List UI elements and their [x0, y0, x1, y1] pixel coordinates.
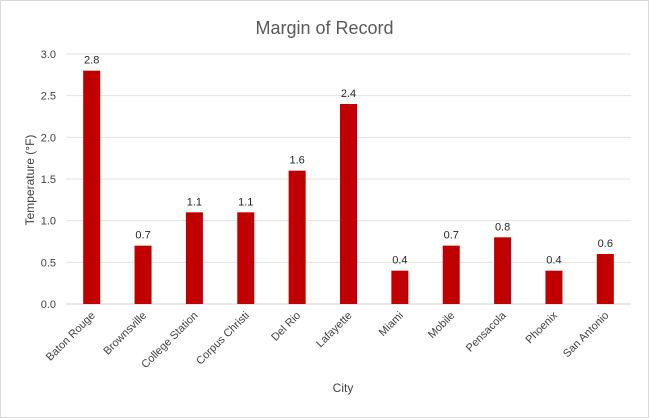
y-tick-label: 0.0: [41, 299, 56, 311]
y-axis-ticks: 0.0 0.5 1.0 1.5 2.0 2.5 3.0: [41, 49, 56, 311]
data-label: 2.8: [84, 55, 99, 67]
data-label: 1.1: [238, 196, 253, 208]
x-tick-label: Lafayette: [314, 310, 354, 350]
x-tick-label: Mobile: [426, 310, 457, 341]
bar: [185, 212, 203, 304]
chart-title: Margin of Record: [255, 18, 393, 38]
x-tick-label: San Antonio: [561, 310, 611, 360]
x-tick-label: Pensacola: [464, 309, 509, 354]
x-axis-title: City: [333, 381, 354, 395]
data-label: 0.4: [546, 255, 561, 267]
y-tick-label: 3.0: [41, 49, 56, 61]
bar: [134, 245, 152, 304]
bars: 2.8 0.7 1.1 1.1 1.6 2.4 0.4 0.7 0.8 0.4 0.6: [83, 55, 614, 305]
data-label: 0.8: [495, 221, 510, 233]
bar: [340, 104, 357, 304]
bar: [596, 254, 614, 304]
bar: [545, 270, 563, 304]
y-tick-label: 2.5: [41, 91, 56, 103]
bar: [83, 70, 101, 305]
x-tick-label: Corpus Christi: [194, 310, 252, 368]
y-tick-label: 2.0: [41, 132, 56, 144]
data-label: 1.6: [289, 155, 304, 167]
data-label: 0.4: [392, 255, 407, 267]
data-label: 0.7: [444, 230, 459, 242]
data-label: 0.7: [135, 230, 150, 242]
x-tick-label: Del Rio: [269, 310, 303, 344]
bar: [494, 237, 512, 304]
x-tick-label: Baton Rouge: [44, 310, 98, 364]
bar: [288, 170, 306, 304]
y-tick-label: 1.0: [41, 216, 56, 228]
data-label: 0.6: [598, 238, 613, 250]
y-tick-label: 1.5: [41, 174, 56, 186]
x-tick-label: Phoenix: [523, 309, 560, 346]
x-tick-label: Brownsville: [101, 310, 149, 358]
y-tick-label: 0.5: [41, 257, 56, 269]
bar: [391, 270, 409, 304]
x-tick-label: College Station: [139, 310, 200, 371]
data-label: 1.1: [187, 196, 202, 208]
y-axis-title: Temperature (°F): [23, 135, 37, 226]
bar: [442, 245, 460, 304]
bar: [237, 212, 255, 304]
x-tick-label: Miami: [377, 310, 406, 339]
data-label: 2.4: [341, 88, 356, 100]
